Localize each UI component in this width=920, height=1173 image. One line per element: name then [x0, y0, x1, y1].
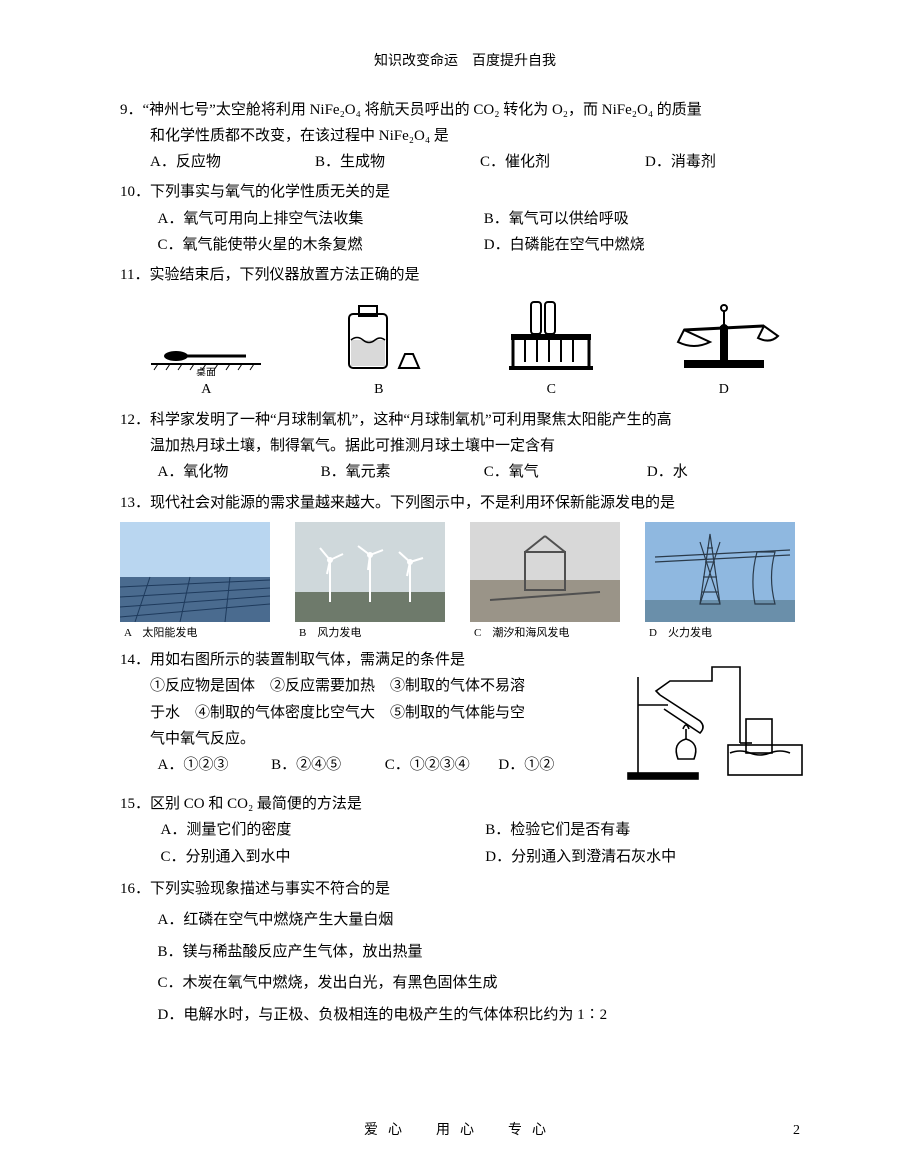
q9-opt-d: D．消毒剂	[645, 149, 810, 175]
q9-opt-c: C．催化剂	[480, 149, 645, 175]
q12-options: A．氧化物 B．氧元素 C．氧气 D．水	[120, 459, 810, 485]
q16-num: 16．	[120, 881, 150, 897]
q10-options-row2: C．氧气能使带火星的木条复燃 D．白磷能在空气中燃烧	[120, 232, 810, 258]
q10-text: 下列事实与氧气的化学性质无关的是	[150, 184, 390, 200]
q15-options-row1: A．测量它们的密度 B．检验它们是否有毒	[120, 817, 810, 843]
q10-num: 10．	[120, 184, 150, 200]
question-10: 10．下列事实与氧气的化学性质无关的是 A．氧气可用向上排空气法收集 B．氧气可…	[120, 179, 810, 258]
q13-cap-b: B 风力发电	[295, 624, 460, 643]
q10-opt-d: D．白磷能在空气中燃烧	[484, 232, 810, 258]
question-9: 9．“神州七号”太空舱将利用 NiFe₂O₄ 将航天员呼出的 CO₂ 转化为 O…	[120, 97, 810, 176]
q11-figures: 桌面	[120, 296, 810, 376]
q16-opt-a: A．红磷在空气中燃烧产生大量白烟	[120, 905, 810, 937]
question-15: 15．区别 CO 和 CO₂ 最简便的方法是 A．测量它们的密度 B．检验它们是…	[120, 791, 810, 870]
question-14: 14．用如右图所示的装置制取气体，需满足的条件是 ①反应物是固体 ②反应需要加热…	[120, 647, 810, 787]
q16-opt-c: C．木炭在氧气中燃烧，发出白光，有黑色固体生成	[120, 968, 810, 1000]
q14-num: 14．	[120, 652, 150, 668]
q14-line4: 气中氧气反应。	[120, 726, 612, 752]
q13-cap-a: A 太阳能发电	[120, 624, 285, 643]
page-number: 2	[793, 1119, 800, 1144]
q13-photos	[120, 522, 810, 622]
q14-opt-c: C．①②③④	[385, 752, 499, 778]
q15-num: 15．	[120, 796, 150, 812]
q11-num: 11．	[120, 267, 149, 283]
solar-power-photo	[120, 522, 270, 622]
q16-text: 下列实验现象描述与事实不符合的是	[150, 881, 390, 897]
q9-opt-b: B．生成物	[315, 149, 480, 175]
q10-opt-b: B．氧气可以供给呼吸	[484, 206, 810, 232]
q9-options: A．反应物 B．生成物 C．催化剂 D．消毒剂	[120, 149, 810, 175]
q12-opt-b: B．氧元素	[321, 459, 484, 485]
q14-line3: 于水 ④制取的气体密度比空气大 ⑤制取的气体能与空	[120, 700, 612, 726]
q12-line1: 科学家发明了一种“月球制氧机”，这种“月球制氧机”可利用聚焦太阳能产生的高	[150, 412, 672, 428]
q14-line1: 用如右图所示的装置制取气体，需满足的条件是	[150, 652, 465, 668]
q12-opt-d: D．水	[647, 459, 810, 485]
q13-cap-d: D 火力发电	[645, 624, 810, 643]
q10-options-row1: A．氧气可用向上排空气法收集 B．氧气可以供给呼吸	[120, 206, 810, 232]
balance-scale-icon	[664, 296, 784, 376]
q11-label-b: B	[374, 378, 383, 403]
q14-line2: ①反应物是固体 ②反应需要加热 ③制取的气体不易溶	[120, 673, 612, 699]
q16-opt-d: D．电解水时，与正极、负极相连的电极产生的气体体积比约为 1∶2	[120, 1000, 810, 1032]
q15-opt-a: A．测量它们的密度	[161, 817, 486, 843]
q14-opt-b: B．②④⑤	[271, 752, 385, 778]
test-tube-rack-icon	[491, 296, 611, 376]
q12-num: 12．	[120, 412, 150, 428]
q11-label-d: D	[719, 378, 729, 403]
page-footer: 爱心 用心 专心	[0, 1119, 920, 1144]
reagent-bottle-icon	[319, 296, 439, 376]
q13-text: 现代社会对能源的需求量越来越大。下列图示中，不是利用环保新能源发电的是	[150, 495, 675, 511]
wind-power-photo	[295, 522, 445, 622]
q13-cap-c: C 潮汐和海风发电	[470, 624, 635, 643]
q10-opt-c: C．氧气能使带火星的木条复燃	[158, 232, 484, 258]
q14-options: A．①②③ B．②④⑤ C．①②③④ D．①②	[120, 752, 612, 778]
q11-labels: A B C D	[120, 378, 810, 403]
q16-opt-b: B．镁与稀盐酸反应产生气体，放出热量	[120, 937, 810, 969]
q12-opt-a: A．氧化物	[158, 459, 321, 485]
q10-opt-a: A．氧气可用向上排空气法收集	[158, 206, 484, 232]
q11-label-c: C	[547, 378, 556, 403]
q12-opt-c: C．氧气	[484, 459, 647, 485]
question-12: 12．科学家发明了一种“月球制氧机”，这种“月球制氧机”可利用聚焦太阳能产生的高…	[120, 407, 810, 486]
q13-num: 13．	[120, 495, 150, 511]
q11-label-a: A	[201, 378, 211, 403]
q15-options-row2: C．分别通入到水中 D．分别通入到澄清石灰水中	[120, 844, 810, 870]
question-16: 16．下列实验现象描述与事实不符合的是 A．红磷在空气中燃烧产生大量白烟 B．镁…	[120, 874, 810, 1032]
q15-text: 区别 CO 和 CO₂ 最简便的方法是	[150, 796, 362, 812]
q13-captions: A 太阳能发电 B 风力发电 C 潮汐和海风发电 D 火力发电	[120, 624, 810, 643]
question-13: 13．现代社会对能源的需求量越来越大。下列图示中，不是利用环保新能源发电的是	[120, 490, 810, 644]
q14-opt-a: A．①②③	[158, 752, 272, 778]
dropper-on-desk-icon: 桌面	[146, 296, 266, 376]
tidal-power-photo	[470, 522, 620, 622]
q14-opt-d: D．①②	[498, 752, 612, 778]
q9-opt-a: A．反应物	[150, 149, 315, 175]
svg-text:桌面: 桌面	[196, 366, 216, 376]
q9-line2: 和化学性质都不改变，在该过程中 NiFe₂O₄ 是	[120, 123, 810, 149]
page-header: 知识改变命运 百度提升自我	[120, 50, 810, 75]
q15-opt-b: B．检验它们是否有毒	[485, 817, 810, 843]
q11-text: 实验结束后，下列仪器放置方法正确的是	[149, 267, 419, 283]
question-11: 11．实验结束后，下列仪器放置方法正确的是 桌面	[120, 262, 810, 403]
gas-apparatus-icon	[620, 647, 810, 787]
thermal-power-photo	[645, 522, 795, 622]
q15-opt-d: D．分别通入到澄清石灰水中	[485, 844, 810, 870]
q15-opt-c: C．分别通入到水中	[161, 844, 486, 870]
q9-num: 9．	[120, 102, 143, 118]
q9-line1: “神州七号”太空舱将利用 NiFe₂O₄ 将航天员呼出的 CO₂ 转化为 O₂，…	[143, 102, 702, 118]
q12-line2: 温加热月球土壤，制得氧气。据此可推测月球土壤中一定含有	[120, 433, 810, 459]
